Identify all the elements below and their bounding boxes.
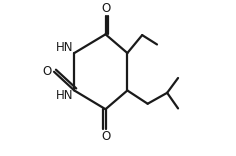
Text: O: O: [101, 2, 110, 15]
Text: HN: HN: [56, 89, 74, 102]
Text: O: O: [42, 65, 52, 78]
Text: HN: HN: [56, 41, 74, 54]
Text: O: O: [101, 130, 110, 143]
